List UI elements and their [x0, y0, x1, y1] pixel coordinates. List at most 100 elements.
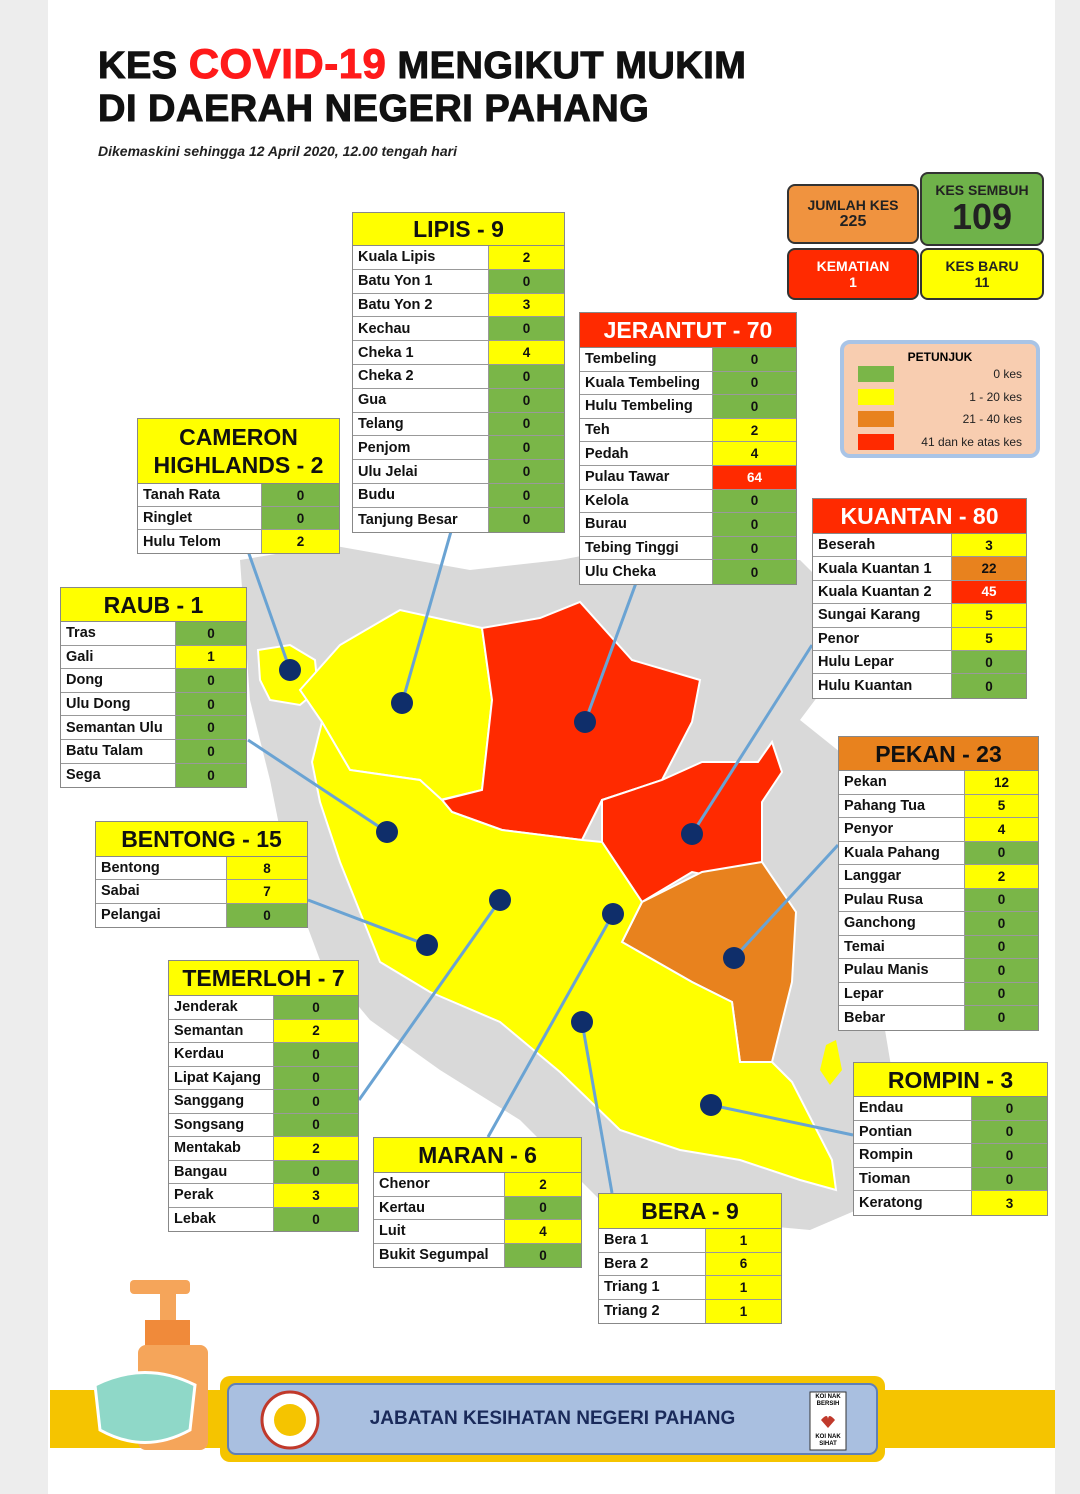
table-row: Pulau Manis 0 — [839, 959, 1038, 983]
mukim-name: Songsang — [169, 1113, 274, 1136]
district-title: TEMERLOH - 7 — [169, 961, 358, 996]
stat-box: KEMATIAN 1 — [787, 248, 919, 300]
mukim-name: Kuala Kuantan 1 — [813, 557, 952, 580]
mukim-name: Ganchong — [839, 912, 965, 935]
legend-title: PETUNJUK — [907, 350, 973, 364]
case-count: 2 — [262, 530, 339, 553]
district-table: BENTONG - 15 Bentong 8 Sabai 7 Pelangai 0 — [95, 821, 308, 928]
case-count: 0 — [713, 536, 796, 560]
case-count: 0 — [972, 1120, 1047, 1144]
mukim-name: Kerdau — [169, 1043, 274, 1066]
case-count: 0 — [176, 622, 246, 645]
case-count: 3 — [489, 293, 564, 317]
mukim-name: Keratong — [854, 1191, 972, 1215]
mukim-name: Langgar — [839, 865, 965, 888]
case-count: 1 — [176, 645, 246, 669]
legend-swatch — [858, 411, 894, 427]
mukim-name: Bentong — [96, 857, 227, 880]
table-row: Ulu Cheka 0 — [580, 560, 796, 584]
case-count: 5 — [952, 604, 1026, 627]
legend: PETUNJUK 0 kes 1 - 20 kes 21 - 40 kes 41 dan… — [840, 340, 1040, 458]
table-row: Sungai Karang 5 — [813, 604, 1026, 628]
mukim-name: Bangau — [169, 1160, 274, 1183]
mukim-name: Ulu Jelai — [353, 460, 489, 483]
case-count: 0 — [965, 888, 1038, 911]
legend-swatch — [858, 388, 894, 405]
mukim-name: Bebar — [839, 1006, 965, 1030]
case-count: 5 — [965, 794, 1038, 817]
table-row: Sega 0 — [61, 763, 246, 788]
table-row: Langgar 2 — [839, 865, 1038, 889]
legend-swatch — [858, 366, 894, 382]
table-row: Ganchong 0 — [839, 912, 1038, 936]
mukim-name: Tras — [61, 622, 176, 645]
table-row: Budu 0 — [353, 483, 564, 508]
case-count: 0 — [176, 716, 246, 739]
case-count: 64 — [713, 465, 796, 489]
table-row: Ulu Dong 0 — [61, 692, 246, 717]
district-table: CAMERON HIGHLANDS - 2 Tanah Rata 0 Ringlet 0… — [137, 418, 340, 554]
mukim-name: Lebak — [169, 1207, 274, 1231]
mukim-name: Sega — [61, 763, 176, 788]
case-count: 12 — [965, 771, 1038, 794]
table-row: Sanggang 0 — [169, 1090, 358, 1114]
mukim-name: Kuala Tembeling — [580, 371, 713, 395]
district-title: JERANTUT - 70 — [580, 313, 796, 348]
case-count: 0 — [227, 903, 307, 927]
footer-badge-bottom: KOI NAK SIHAT — [815, 1434, 841, 1447]
title-pre: KES — [98, 45, 178, 88]
table-row: Rompin 0 — [854, 1144, 1047, 1168]
case-count: 0 — [489, 364, 564, 388]
mukim-name: Endau — [854, 1097, 972, 1120]
mukim-name: Kuala Pahang — [839, 841, 965, 864]
case-count: 0 — [489, 388, 564, 412]
table-row: Kelola 0 — [580, 489, 796, 514]
case-count: 0 — [713, 489, 796, 513]
case-count: 0 — [972, 1144, 1047, 1167]
case-count: 0 — [176, 763, 246, 788]
table-row: Ulu Jelai 0 — [353, 460, 564, 484]
table-row: Songsang 0 — [169, 1113, 358, 1137]
case-count: 0 — [262, 507, 339, 529]
case-count: 2 — [489, 246, 564, 269]
table-row: Beserah 3 — [813, 534, 1026, 558]
case-count: 6 — [706, 1252, 781, 1275]
table-row: Kuala Kuantan 1 22 — [813, 557, 1026, 581]
mukim-name: Sungai Karang — [813, 604, 952, 627]
mukim-name: Gua — [353, 388, 489, 412]
mukim-name: Cheka 1 — [353, 341, 489, 364]
case-count: 0 — [972, 1097, 1047, 1120]
mukim-name: Kuala Lipis — [353, 246, 489, 269]
case-count: 0 — [713, 513, 796, 536]
sanitizer-pump — [130, 1280, 190, 1294]
legend-swatch — [858, 433, 894, 450]
title-line2: DI DAERAH NEGERI PAHANG — [97, 88, 650, 131]
mukim-name: Batu Talam — [61, 739, 176, 763]
case-count: 0 — [713, 371, 796, 395]
case-count: 0 — [952, 674, 1026, 698]
table-row: Bentong 8 — [96, 857, 307, 881]
mukim-name: Sanggang — [169, 1090, 274, 1113]
table-row: Jenderak 0 — [169, 996, 358, 1020]
case-count: 2 — [713, 418, 796, 442]
mukim-name: Pedah — [580, 442, 713, 465]
table-row: Hulu Kuantan 0 — [813, 674, 1026, 698]
district-table: ROMPIN - 3 Endau 0 Pontian 0 Rompin 0 Tioman 0 Ke… — [853, 1062, 1048, 1216]
mukim-name: Pekan — [839, 771, 965, 794]
case-count: 4 — [489, 341, 564, 364]
footer-logo-inner — [274, 1404, 306, 1436]
mukim-name: Bera 2 — [599, 1252, 706, 1275]
mukim-name: Penjom — [353, 436, 489, 460]
table-row: Penyor 4 — [839, 818, 1038, 842]
district-table: PEKAN - 23 Pekan 12 Pahang Tua 5 Penyor 4 Kuala… — [838, 736, 1039, 1031]
table-row: Luit 4 — [374, 1220, 581, 1244]
mukim-name: Cheka 2 — [353, 364, 489, 388]
case-count: 4 — [505, 1220, 581, 1243]
table-row: Kerdau 0 — [169, 1043, 358, 1067]
mukim-name: Ringlet — [138, 507, 262, 529]
stat-box: KES BARU 11 — [920, 248, 1044, 300]
stat-value: 1 — [849, 274, 857, 290]
